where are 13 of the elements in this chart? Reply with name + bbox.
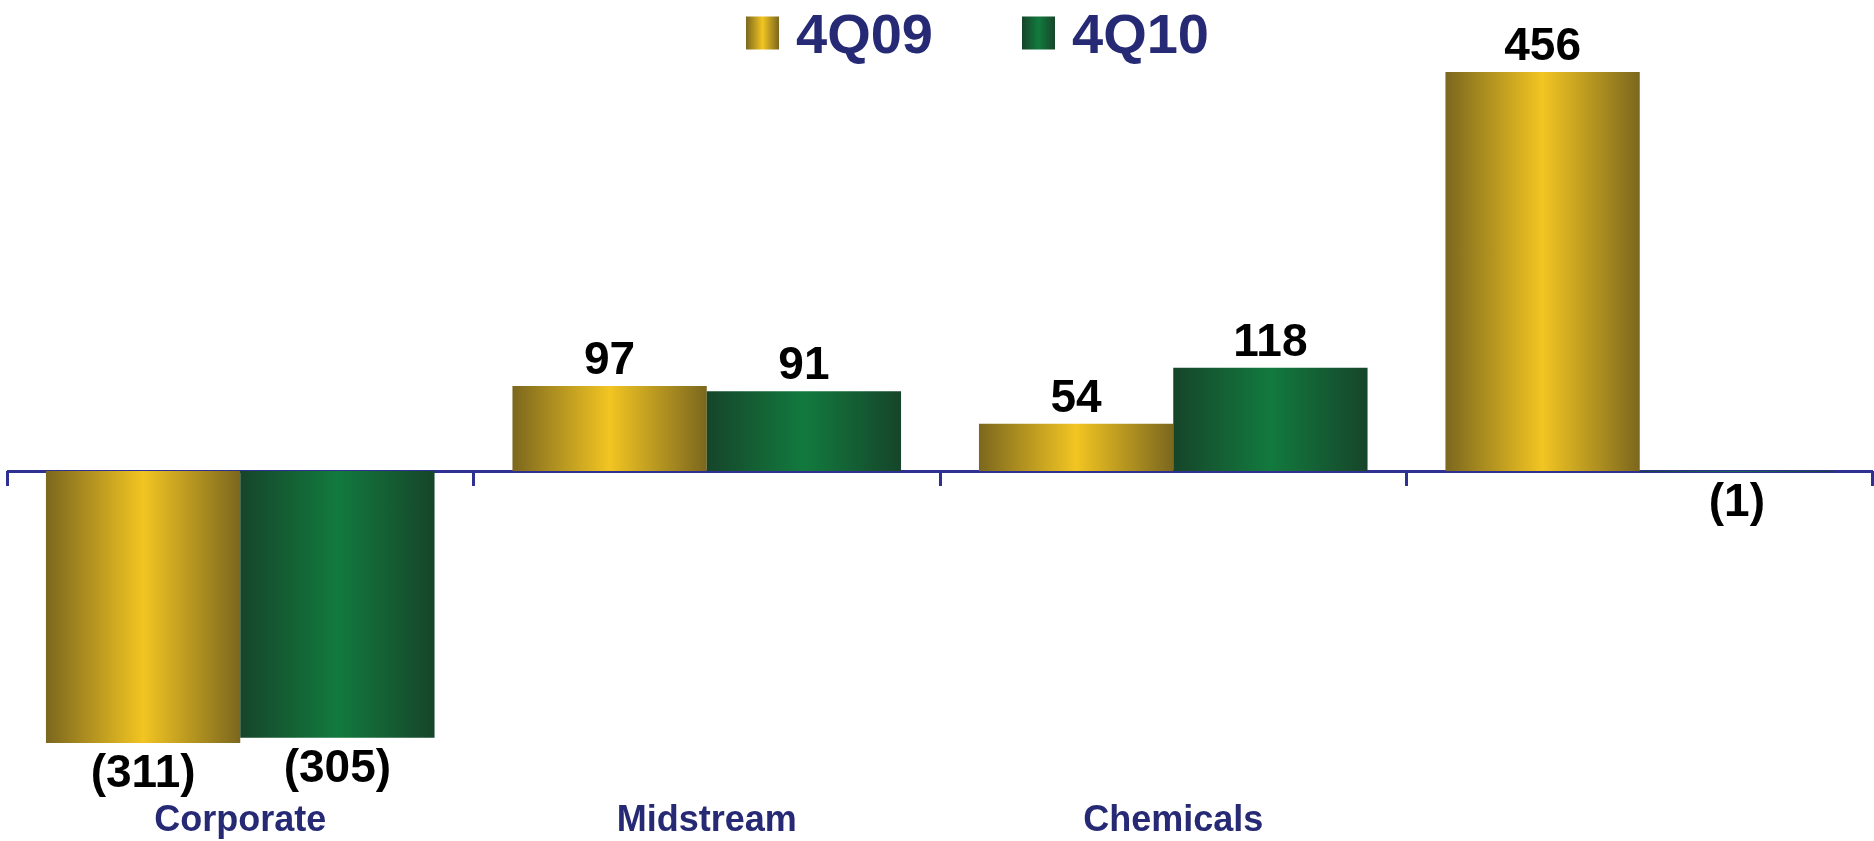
x-tick-label: Corporate: [154, 797, 327, 839]
data-label: 91: [778, 337, 830, 390]
x-tick-label: Chemicals: [1083, 797, 1264, 839]
legend-label: 4Q10: [1071, 1, 1209, 65]
data-label: 97: [584, 332, 636, 385]
data-label: (1): [1708, 473, 1766, 526]
data-label: 54: [1050, 369, 1103, 422]
data-label: 118: [1233, 313, 1308, 366]
data-label: (305): [283, 739, 392, 792]
data-label: 456: [1504, 18, 1581, 70]
data-label: (311): [90, 745, 196, 797]
legend-label: 4Q09: [796, 1, 933, 65]
x-tick-label: Midstream: [616, 797, 797, 839]
